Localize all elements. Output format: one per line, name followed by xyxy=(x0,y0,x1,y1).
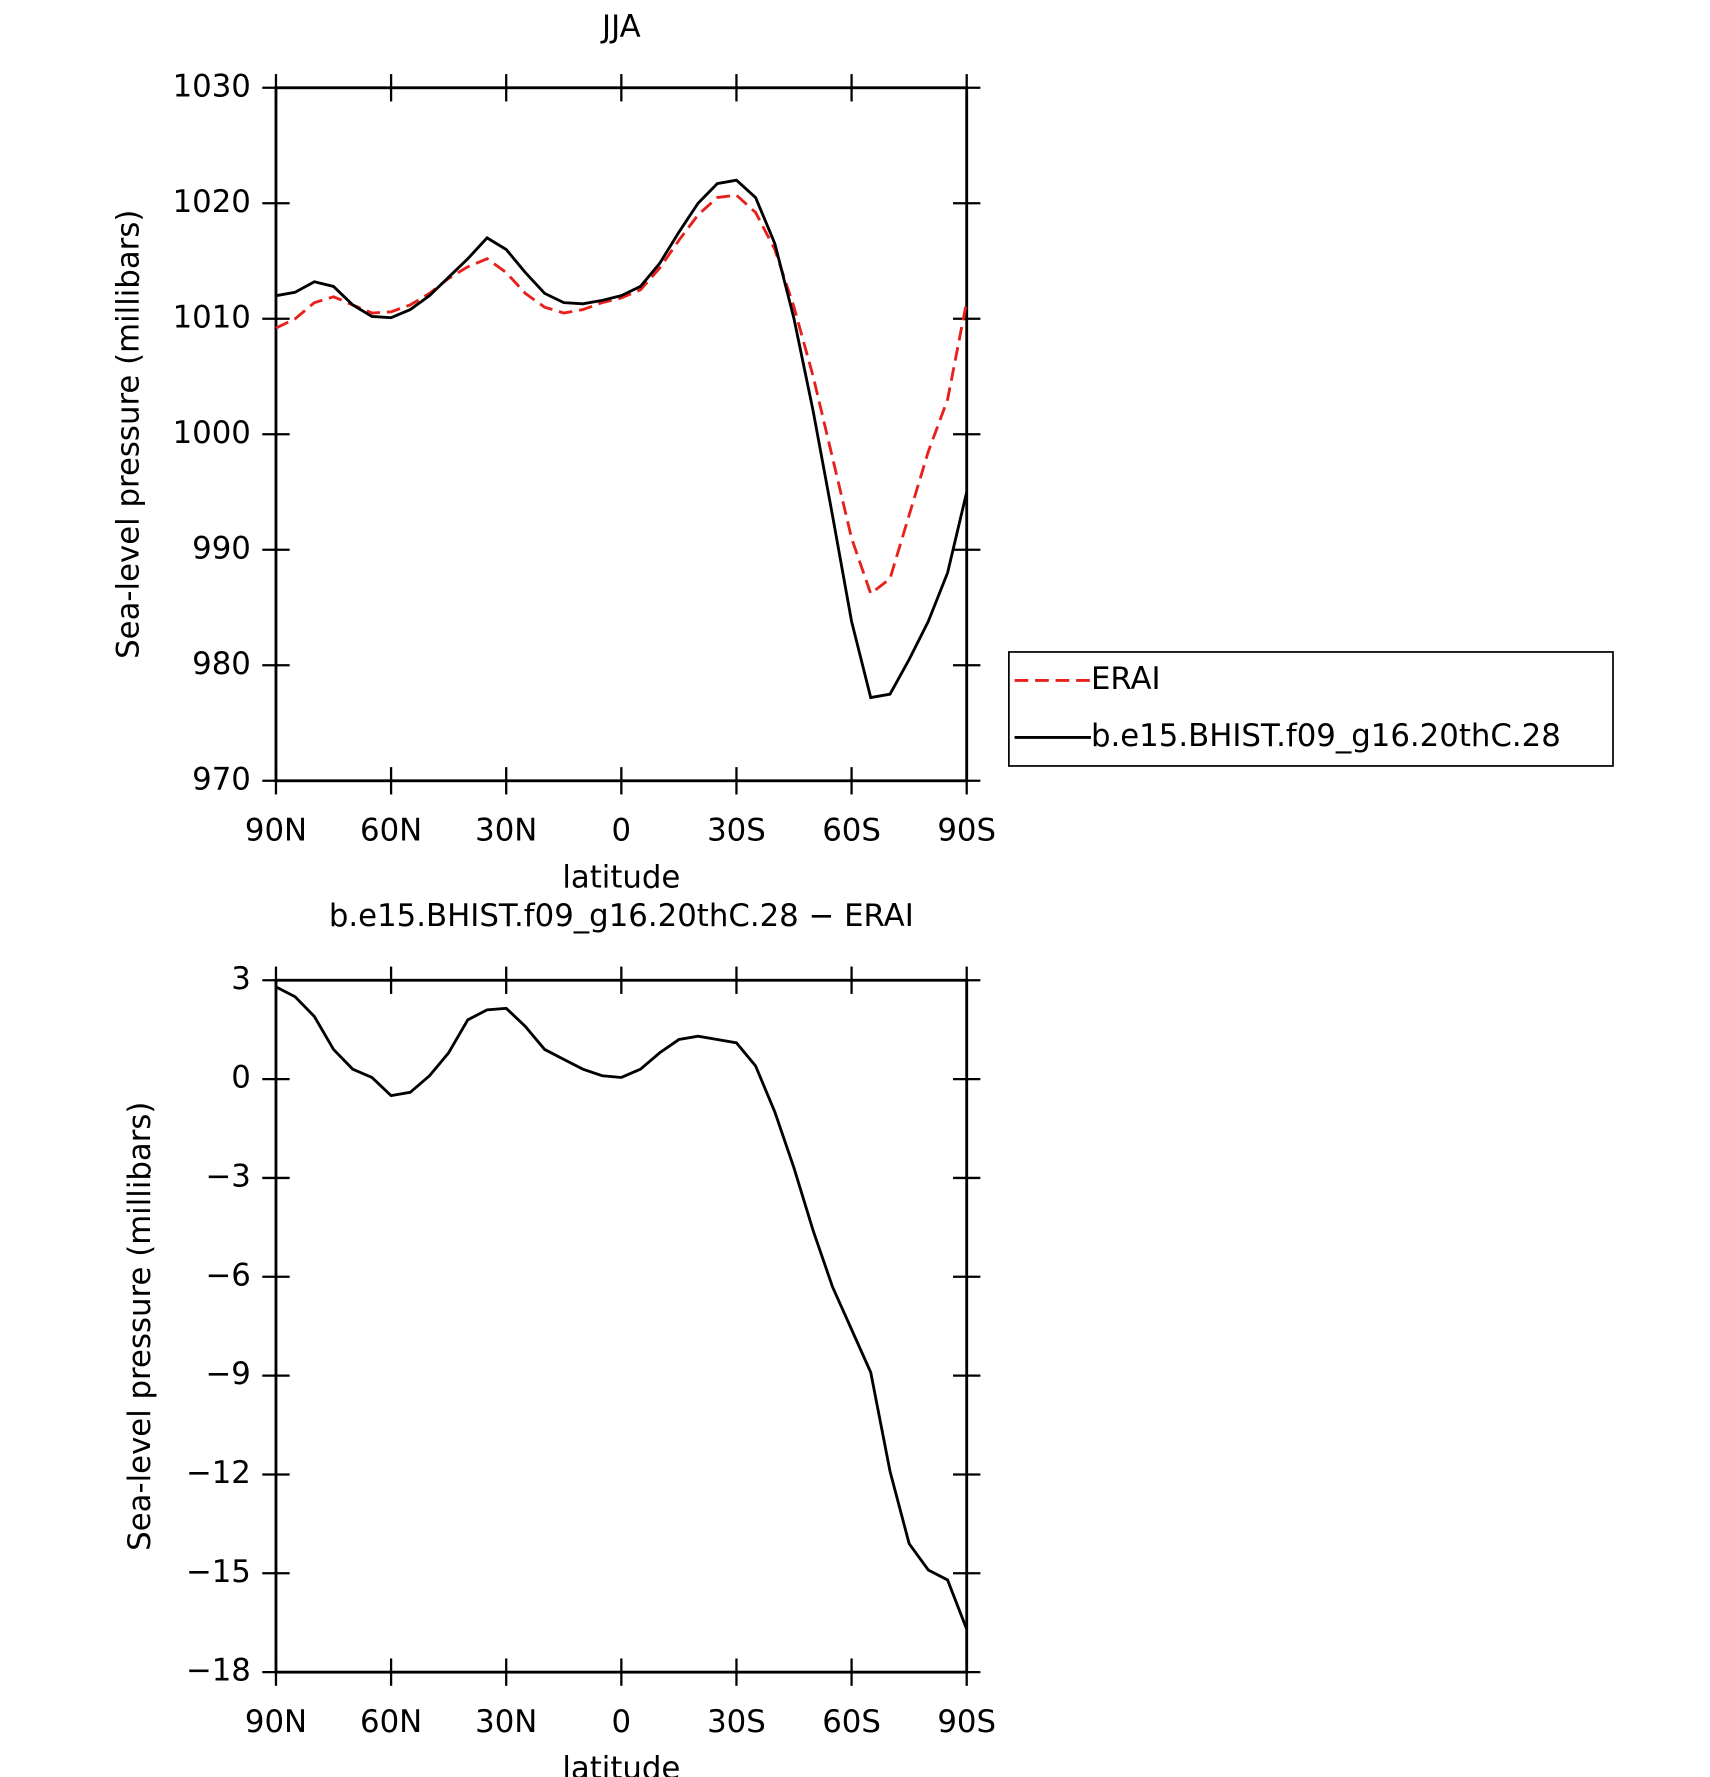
y-tick-label: 0 xyxy=(231,1060,251,1096)
x-tick-label: 30N xyxy=(475,1704,537,1740)
data-line xyxy=(275,985,969,1630)
x-tick-label: 30S xyxy=(707,1704,766,1740)
y-tick-label: 990 xyxy=(192,530,251,566)
chart-title: b.e15.BHIST.f09_g16.20thC.28 − ERAI xyxy=(329,898,914,934)
y-tick-label: −15 xyxy=(186,1554,251,1590)
y-tick-label: −6 xyxy=(206,1257,251,1293)
x-tick-label: 60S xyxy=(822,1704,881,1740)
legend-label: b.e15.BHIST.f09_g16.20thC.28 xyxy=(1091,718,1561,754)
y-tick-label: −12 xyxy=(186,1455,251,1491)
x-tick-label: 90S xyxy=(937,1704,996,1740)
x-tick-label: 30S xyxy=(707,813,766,849)
plot-frame xyxy=(274,86,969,783)
x-tick-label: 60S xyxy=(822,813,881,849)
x-tick-label: 90N xyxy=(245,1704,307,1740)
x-tick-label: 60N xyxy=(360,1704,422,1740)
y-tick-label: 1030 xyxy=(173,68,251,104)
chart-title: JJA xyxy=(600,9,641,45)
y-tick-label: 1010 xyxy=(173,299,251,335)
x-tick-label: 30N xyxy=(475,813,537,849)
legend-label: ERAI xyxy=(1091,661,1161,697)
y-tick-label: −18 xyxy=(186,1653,251,1689)
y-tick-label: 1020 xyxy=(173,184,251,220)
y-tick-label: −9 xyxy=(206,1356,251,1392)
data-line xyxy=(275,193,969,596)
data-line xyxy=(275,178,969,700)
x-axis-label: latitude xyxy=(562,859,680,895)
y-axis-label: Sea-level pressure (millibars) xyxy=(122,1102,158,1551)
y-tick-label: 970 xyxy=(192,761,251,797)
y-tick-label: 1000 xyxy=(173,415,251,451)
x-tick-label: 60N xyxy=(360,813,422,849)
y-tick-label: 3 xyxy=(231,961,251,997)
y-tick-label: 980 xyxy=(192,646,251,682)
legend-box xyxy=(1008,651,1614,767)
y-tick-label: −3 xyxy=(206,1158,251,1194)
x-tick-label: 90S xyxy=(937,813,996,849)
x-tick-label: 0 xyxy=(612,1704,632,1740)
x-tick-label: 0 xyxy=(612,813,632,849)
x-axis-label: latitude xyxy=(562,1751,680,1777)
y-axis-label: Sea-level pressure (millibars) xyxy=(111,210,147,659)
x-tick-label: 90N xyxy=(245,813,307,849)
